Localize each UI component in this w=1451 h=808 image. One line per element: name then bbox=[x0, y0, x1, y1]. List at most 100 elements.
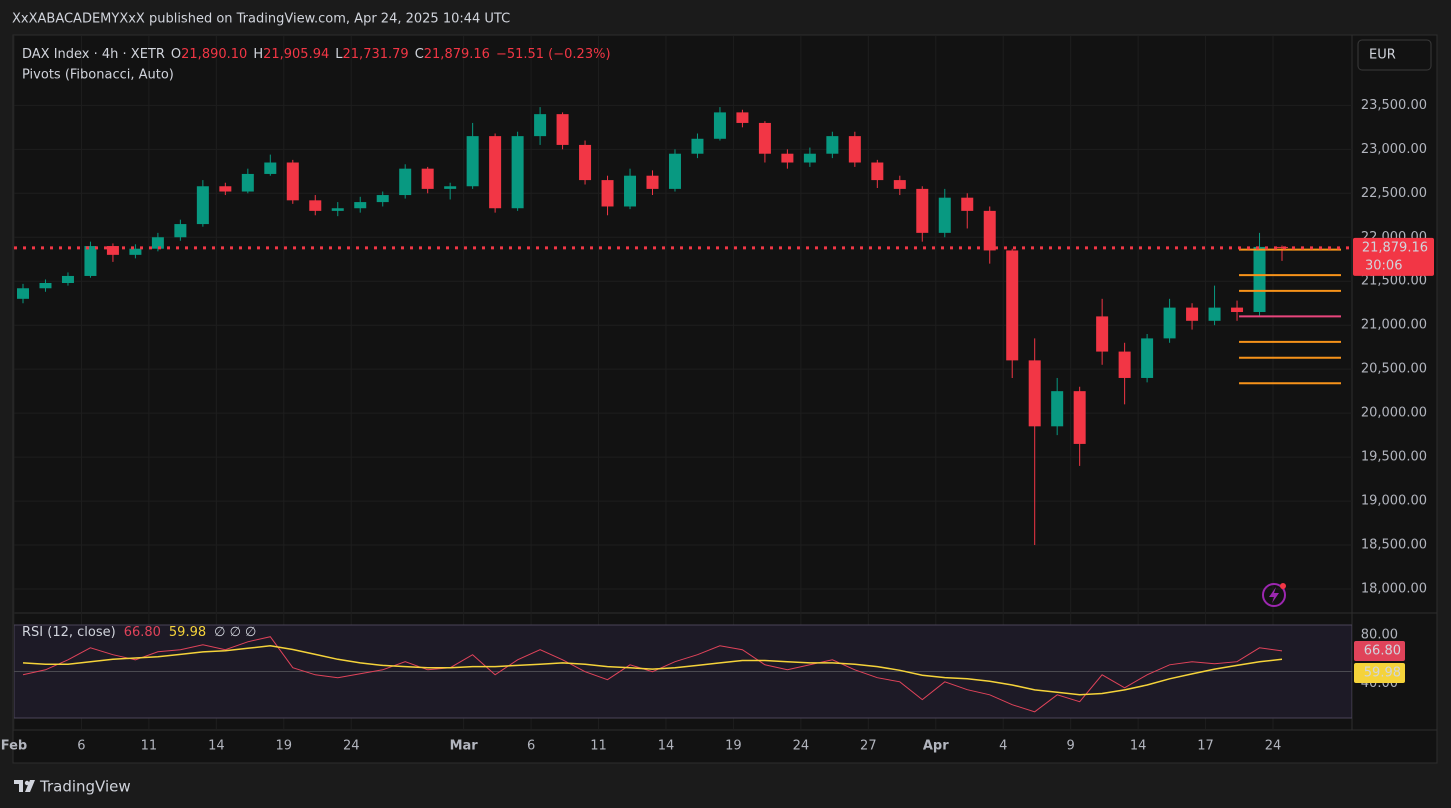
rsi-legend: RSI (12, close) 66.80 59.98 ∅ ∅ ∅ bbox=[22, 625, 256, 640]
x-tick-label: 6 bbox=[77, 739, 85, 754]
candle-body bbox=[668, 153, 681, 189]
alert-ring[interactable] bbox=[1262, 583, 1286, 607]
candle-body bbox=[1231, 307, 1244, 313]
y-tick-label: 20,500.00 bbox=[1361, 362, 1427, 377]
candle-body bbox=[691, 138, 704, 154]
candle-body bbox=[1028, 360, 1041, 427]
y-tick-label: 21,000.00 bbox=[1361, 318, 1427, 333]
candle-body bbox=[601, 180, 614, 207]
candle-body bbox=[399, 168, 412, 196]
close-label: C bbox=[415, 47, 424, 62]
x-tick-label: 14 bbox=[1130, 739, 1147, 754]
y-tick-label: 20,000.00 bbox=[1361, 406, 1427, 421]
countdown-label: 30:06 bbox=[1365, 258, 1402, 273]
candle-body bbox=[781, 153, 794, 163]
close-value: 21,879.16 bbox=[424, 47, 490, 62]
low-label: L bbox=[335, 47, 343, 62]
candle-body bbox=[1253, 246, 1266, 313]
alert-icon[interactable] bbox=[1262, 583, 1286, 607]
candle-body bbox=[466, 136, 479, 187]
candle-body bbox=[803, 153, 816, 163]
last-price-label: 21,879.16 bbox=[1362, 240, 1428, 255]
candle-body bbox=[916, 188, 929, 233]
x-tick-label: Mar bbox=[450, 739, 479, 754]
candle-body bbox=[983, 210, 996, 251]
candle-body bbox=[196, 186, 209, 225]
candle-body bbox=[376, 195, 389, 203]
currency-label[interactable]: EUR bbox=[1369, 48, 1396, 63]
published-note: XxXABACADEMYXxX published on TradingView… bbox=[12, 12, 510, 27]
change-value: −51.51 (−0.23%) bbox=[496, 47, 611, 62]
candle-body bbox=[129, 248, 142, 255]
rsi-value-box bbox=[1354, 640, 1405, 661]
candle-body bbox=[556, 114, 569, 145]
x-tick-label: 6 bbox=[527, 739, 535, 754]
rsi-tick-label: 80.00 bbox=[1361, 627, 1398, 642]
y-tick-label: 19,000.00 bbox=[1361, 494, 1427, 509]
x-tick-label: 27 bbox=[860, 739, 877, 754]
candle-body bbox=[1186, 307, 1199, 321]
candle-body bbox=[219, 186, 232, 192]
candle-body bbox=[17, 288, 29, 299]
candle-body bbox=[624, 175, 637, 207]
x-tick-label: 24 bbox=[793, 739, 810, 754]
x-tick-label: 19 bbox=[725, 739, 742, 754]
candle-body bbox=[1118, 351, 1131, 378]
candle-body bbox=[758, 122, 771, 154]
candle-body bbox=[84, 246, 97, 276]
symbol: DAX Index · 4h · XETR bbox=[22, 47, 165, 62]
candle-body bbox=[309, 200, 322, 211]
candle-body bbox=[646, 175, 659, 189]
rsi-pane bbox=[14, 624, 1352, 719]
rsi-extra: ∅ ∅ ∅ bbox=[214, 625, 256, 640]
rsi-value-box bbox=[1354, 663, 1405, 683]
y-tick-label: 18,500.00 bbox=[1361, 538, 1427, 553]
alert-dot[interactable] bbox=[1280, 583, 1286, 589]
high-value: 21,905.94 bbox=[263, 47, 329, 62]
candle-body bbox=[1096, 316, 1109, 352]
rsi-value-label: 59.98 bbox=[1364, 666, 1401, 681]
x-tick-label: 11 bbox=[141, 739, 158, 754]
x-tick-label: 24 bbox=[1265, 739, 1282, 754]
price-pane bbox=[14, 107, 1352, 546]
high-label: H bbox=[253, 47, 263, 62]
candle-body bbox=[151, 237, 164, 249]
x-tick-label: Feb bbox=[1, 739, 27, 754]
y-tick-label: 18,000.00 bbox=[1361, 582, 1427, 597]
alert-bolt[interactable] bbox=[1269, 587, 1279, 603]
x-tick-label: 4 bbox=[999, 739, 1007, 754]
axes: 18,000.00 18,500.00 19,000.00 19,500.00 20,0… bbox=[1, 98, 1434, 754]
candle-body bbox=[1006, 250, 1019, 361]
price-legend: DAX Index · 4h · XETR O21,890.10 H21,905.9… bbox=[22, 47, 611, 62]
x-tick-label: 17 bbox=[1197, 739, 1214, 754]
x-tick-label: 14 bbox=[208, 739, 225, 754]
y-tick-label: 23,000.00 bbox=[1361, 142, 1427, 157]
x-tick-label: 11 bbox=[590, 739, 607, 754]
candle-body bbox=[421, 168, 434, 189]
open-value: 21,890.10 bbox=[181, 47, 247, 62]
candle-body bbox=[174, 224, 187, 238]
y-tick-label: 21,500.00 bbox=[1361, 274, 1427, 289]
y-tick-label: 22,500.00 bbox=[1361, 186, 1427, 201]
rsi-line bbox=[22, 645, 1283, 696]
candle-body bbox=[579, 144, 592, 181]
candle-body bbox=[511, 136, 524, 209]
open-label: O bbox=[171, 47, 181, 62]
candle-body bbox=[1073, 391, 1086, 444]
candle-body bbox=[848, 136, 861, 163]
x-tick-label: 24 bbox=[343, 739, 360, 754]
candle-body bbox=[489, 136, 502, 209]
rsi-value: 66.80 bbox=[124, 625, 161, 640]
currency-button[interactable] bbox=[1357, 39, 1432, 71]
candle-body bbox=[354, 202, 367, 209]
candle-body bbox=[106, 246, 119, 255]
candle-body bbox=[444, 186, 457, 189]
candle-body bbox=[39, 282, 52, 289]
candle-body bbox=[241, 173, 254, 192]
candle-body bbox=[871, 162, 884, 181]
candle-body bbox=[286, 162, 299, 201]
x-tick-label: Apr bbox=[923, 739, 949, 754]
candle-body bbox=[1208, 307, 1221, 321]
